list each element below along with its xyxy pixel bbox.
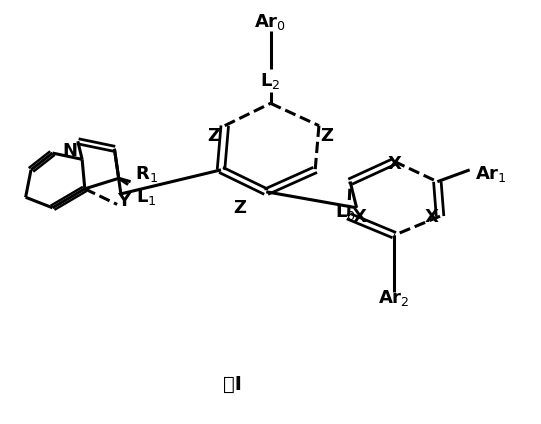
Text: L$_0$: L$_0$ [335, 202, 356, 222]
Text: X: X [352, 208, 366, 226]
Text: R$_1$: R$_1$ [135, 164, 158, 184]
Text: Z: Z [208, 127, 220, 145]
Text: N: N [63, 142, 78, 160]
Text: 式I: 式I [223, 375, 242, 394]
Text: Y: Y [117, 192, 130, 210]
Text: Ar$_1$: Ar$_1$ [475, 164, 507, 184]
Text: X: X [425, 208, 439, 226]
Text: L$_1$: L$_1$ [136, 187, 157, 207]
Text: Z: Z [233, 199, 246, 217]
Text: L$_2$: L$_2$ [260, 71, 281, 92]
Text: Ar$_2$: Ar$_2$ [378, 288, 410, 308]
Text: Z: Z [321, 127, 333, 145]
Text: Ar$_0$: Ar$_0$ [254, 12, 287, 33]
Text: X: X [387, 155, 401, 173]
